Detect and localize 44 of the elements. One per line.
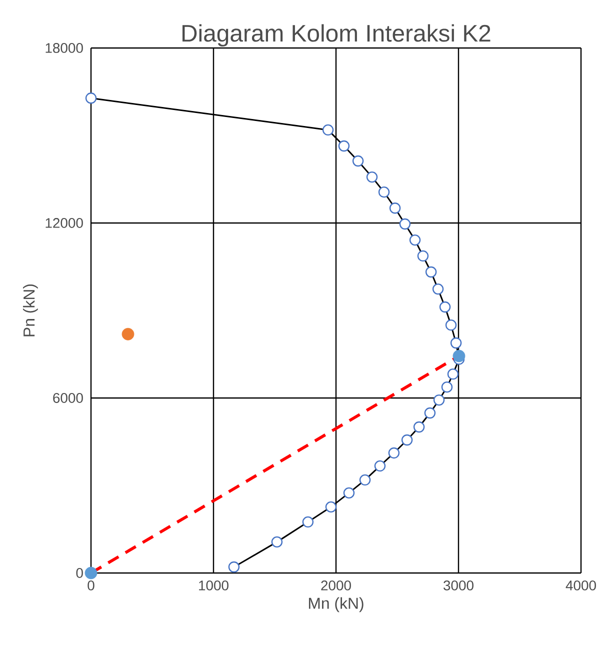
- point: [228, 561, 240, 573]
- point: [366, 171, 378, 183]
- point: [359, 474, 371, 486]
- y-tick-label: 12000: [46, 218, 83, 228]
- point: [401, 434, 413, 446]
- point: [389, 202, 401, 214]
- x-tick-label: 4000: [566, 580, 596, 590]
- x-tick-label: 1000: [199, 580, 228, 590]
- point: [271, 536, 283, 548]
- point: [447, 368, 459, 380]
- point: [374, 460, 386, 472]
- point: [84, 566, 98, 580]
- point: [441, 381, 453, 393]
- point: [433, 394, 445, 406]
- point: [424, 407, 436, 419]
- point: [325, 501, 337, 513]
- point: [399, 218, 411, 230]
- x-tick-label: 3000: [444, 580, 474, 590]
- chart-title: Diagaram Kolom Interaksi K2: [182, 24, 490, 47]
- point: [378, 186, 390, 198]
- point: [302, 516, 314, 528]
- point: [352, 155, 364, 167]
- point: [417, 250, 429, 262]
- point: [409, 234, 421, 246]
- point: [450, 337, 462, 349]
- point: [439, 301, 451, 313]
- x-tick-label: 0: [88, 580, 94, 590]
- point: [85, 92, 97, 104]
- point: [413, 421, 425, 433]
- y-tick-label: 18000: [46, 43, 83, 53]
- point: [338, 140, 350, 152]
- x-tick-label: 2000: [321, 580, 351, 590]
- point: [452, 350, 466, 362]
- point: [432, 283, 444, 295]
- point: [322, 124, 334, 136]
- y-axis-title: Pn (kN): [23, 284, 38, 336]
- point: [343, 487, 355, 499]
- y-tick-label: 0: [76, 568, 83, 578]
- point: [388, 447, 400, 459]
- point: [425, 266, 437, 278]
- y-tick-label: 6000: [53, 393, 83, 403]
- point: [122, 328, 134, 340]
- point: [445, 319, 457, 331]
- x-axis-title: Mn (kN): [308, 597, 364, 612]
